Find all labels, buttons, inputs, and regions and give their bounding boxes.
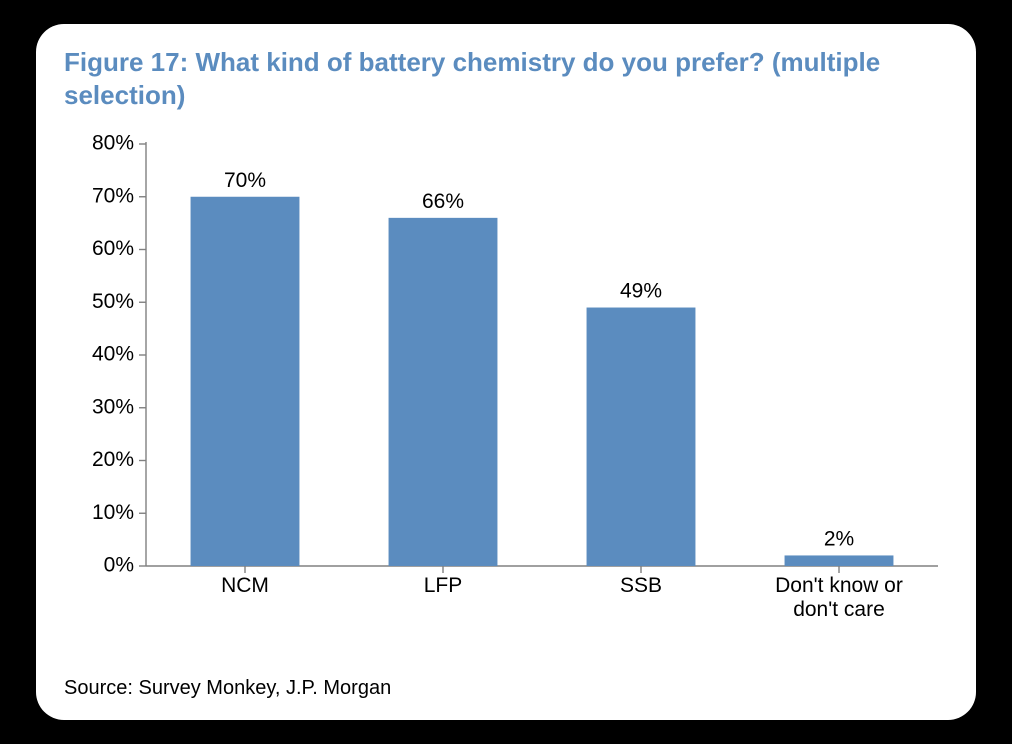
x-axis-label: NCM	[221, 574, 269, 597]
bar-value-label: 70%	[224, 169, 266, 192]
svg-text:10%: 10%	[92, 501, 134, 524]
bar-value-label: 66%	[422, 190, 464, 213]
x-axis-label: Don't know ordon't care	[775, 574, 903, 621]
bar-chart-svg: 0% 10% 20% 30% 40% 50% 60% 70% 80% NCM 70% LFP 66% SS…	[64, 134, 948, 654]
svg-text:80%: 80%	[92, 134, 134, 155]
svg-text:30%: 30%	[92, 395, 134, 418]
bar	[191, 197, 300, 566]
source-text: Source: Survey Monkey, J.P. Morgan	[64, 677, 391, 700]
bar	[389, 218, 498, 566]
svg-text:50%: 50%	[92, 290, 134, 313]
bar	[587, 308, 696, 566]
svg-text:40%: 40%	[92, 343, 134, 366]
x-axis-label: LFP	[424, 574, 463, 597]
bar-value-label: 2%	[824, 527, 854, 550]
bar	[785, 555, 894, 566]
figure-title: Figure 17: What kind of battery chemistr…	[64, 46, 944, 111]
svg-text:60%: 60%	[92, 237, 134, 260]
bar-value-label: 49%	[620, 280, 662, 303]
x-axis-label: SSB	[620, 574, 662, 597]
bar-chart: 0% 10% 20% 30% 40% 50% 60% 70% 80% NCM 70% LFP 66% SS…	[64, 134, 948, 654]
svg-text:0%: 0%	[104, 554, 134, 577]
svg-text:20%: 20%	[92, 448, 134, 471]
figure-card: Figure 17: What kind of battery chemistr…	[36, 24, 976, 720]
svg-text:70%: 70%	[92, 184, 134, 207]
